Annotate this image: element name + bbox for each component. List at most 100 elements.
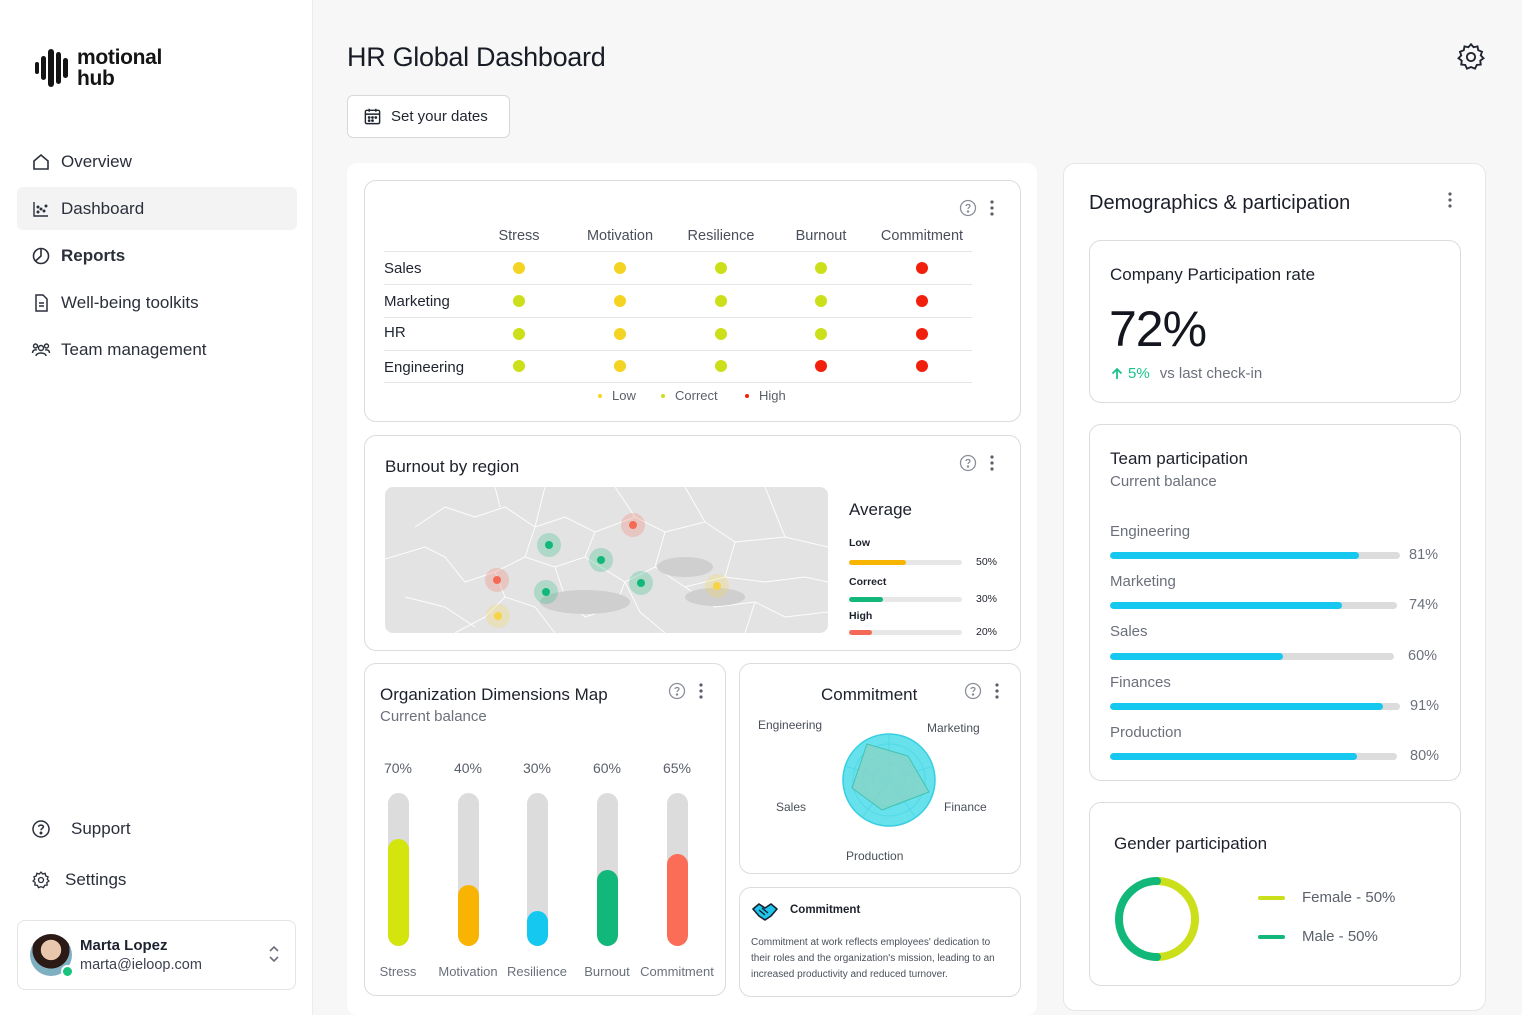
dimension-label: Burnout: [584, 964, 630, 979]
heatmap-divider: [384, 382, 972, 383]
nav-team-management[interactable]: Team management: [17, 328, 297, 371]
team-bar-track: [1110, 653, 1394, 660]
average-label: Correct: [849, 576, 887, 588]
more-vertical-icon[interactable]: [1447, 191, 1453, 209]
heatmap-dot-correct[interactable]: [815, 328, 827, 340]
settings-gear-icon[interactable]: [1456, 42, 1486, 72]
dimension-bar-fill: [388, 838, 409, 946]
set-dates-button[interactable]: Set your dates: [347, 95, 510, 138]
heatmap-dot-high[interactable]: [916, 360, 928, 372]
heatmap-dot-correct[interactable]: [715, 360, 727, 372]
dimension-bar-fill: [597, 869, 618, 946]
help-icon[interactable]: [959, 199, 977, 217]
more-vertical-icon[interactable]: [989, 454, 995, 472]
donut-segment-0[interactable]: [1153, 877, 1199, 961]
heatmap-column-header: Resilience: [687, 228, 755, 244]
heatmap-dot-correct[interactable]: [715, 295, 727, 307]
dimension-bar-track: [527, 793, 548, 946]
dimension-percent: 60%: [592, 760, 622, 776]
average-fill: [849, 630, 872, 635]
user-card[interactable]: Marta Lopez marta@ieloop.com: [17, 920, 296, 990]
nav-settings[interactable]: Settings: [17, 856, 297, 904]
team-percent: 74%: [1409, 597, 1439, 613]
team-icon: [31, 342, 51, 356]
heatmap-dot-low[interactable]: [513, 262, 525, 274]
dimension-label: Resilience: [507, 964, 567, 979]
average-title: Average: [849, 500, 913, 519]
average-fill: [849, 560, 906, 565]
help-icon[interactable]: [964, 682, 982, 700]
nav-reports[interactable]: Reports: [17, 234, 297, 277]
brand-line-2: hub: [77, 67, 115, 90]
heatmap-dot-correct[interactable]: [513, 328, 525, 340]
team-bar-fill: [1110, 552, 1360, 559]
legend-swatch-male: [1258, 934, 1285, 939]
map-graphic: [385, 487, 828, 633]
heatmap-dot-correct[interactable]: [513, 360, 525, 372]
heatmap-dot-high[interactable]: [916, 295, 928, 307]
gender-donut-chart: [1115, 877, 1199, 961]
dimension-percent: 70%: [383, 760, 413, 776]
heatmap-column-header: Burnout: [795, 228, 847, 244]
heatmap-dot-high[interactable]: [916, 262, 928, 274]
heatmap-row-label: Marketing: [384, 293, 450, 310]
help-icon: [32, 820, 50, 838]
team-bar-fill: [1110, 703, 1383, 710]
heatmap-divider: [384, 251, 972, 252]
legend-low: Low: [598, 388, 636, 403]
heatmap-dot-correct[interactable]: [815, 262, 827, 274]
heatmap-dot-high[interactable]: [916, 328, 928, 340]
heatmap-dot-high[interactable]: [815, 360, 827, 372]
radar-chart: [842, 733, 936, 827]
gender-participation-title: Gender participation: [1114, 834, 1268, 853]
more-vertical-icon[interactable]: [989, 199, 995, 217]
team-bar-track: [1110, 703, 1400, 710]
help-icon[interactable]: [668, 682, 686, 700]
heatmap-dot-low[interactable]: [614, 328, 626, 340]
average-track: [849, 597, 962, 602]
average-label: High: [849, 610, 873, 622]
nav-wellbeing-toolkits[interactable]: Well-being toolkits: [17, 281, 297, 324]
legend-dot-icon: [745, 393, 749, 398]
europe-map[interactable]: [385, 487, 828, 633]
nav-support[interactable]: Support: [17, 805, 297, 853]
heatmap-dot-low[interactable]: [614, 360, 626, 372]
nav-overview[interactable]: Overview: [17, 140, 297, 183]
heatmap-dot-correct[interactable]: [715, 262, 727, 274]
more-vertical-icon[interactable]: [994, 682, 1000, 700]
donut-segment-1[interactable]: [1115, 877, 1161, 961]
brand-logo[interactable]: motional hub: [34, 46, 162, 90]
nav-label: Reports: [61, 245, 126, 265]
home-icon: [33, 153, 49, 170]
user-name: Marta Lopez: [80, 937, 168, 954]
nav-dashboard[interactable]: Dashboard: [17, 187, 297, 230]
document-icon: [35, 293, 48, 312]
dimension-label: Commitment: [640, 964, 714, 979]
set-dates-label: Set your dates: [391, 108, 488, 125]
team-bar-fill: [1110, 753, 1357, 760]
more-vertical-icon[interactable]: [698, 682, 704, 700]
trend-change: 5%: [1128, 365, 1150, 382]
dimension-label: Stress: [379, 964, 417, 979]
average-percent: 30%: [976, 593, 998, 605]
nav-label: Well-being toolkits: [61, 292, 199, 312]
nav-label: Dashboard: [61, 198, 145, 218]
chevron-up-down-icon[interactable]: [267, 943, 281, 965]
help-icon[interactable]: [959, 454, 977, 472]
heatmap-dot-low[interactable]: [614, 262, 626, 274]
org-dimensions-title: Organization Dimensions Map: [380, 685, 608, 704]
heatmap-dot-correct[interactable]: [513, 295, 525, 307]
team-percent: 91%: [1410, 698, 1440, 714]
heatmap-dot-correct[interactable]: [715, 328, 727, 340]
radar-axis-marketing: Marketing: [927, 721, 980, 735]
team-percent: 60%: [1408, 648, 1438, 664]
heatmap-dot-low[interactable]: [614, 295, 626, 307]
heatmap-dot-correct[interactable]: [815, 295, 827, 307]
online-status-icon: [61, 965, 74, 978]
legend-label-male: Male - 50%: [1302, 928, 1378, 945]
legend-dot-icon: [598, 393, 602, 398]
main-nav: Overview Dashboard Reports Well-being to…: [17, 140, 297, 375]
dimension-bar-fill: [667, 854, 688, 946]
gear-icon: [32, 871, 50, 889]
commitment-radar-title: Commitment: [821, 685, 918, 704]
